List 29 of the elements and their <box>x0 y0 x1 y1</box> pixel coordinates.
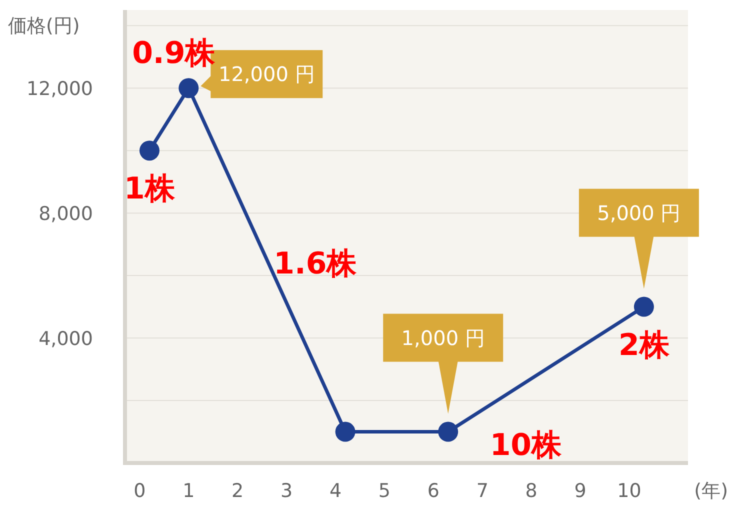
x-tick-label: 3 <box>280 480 293 502</box>
data-label: 5,000 円 <box>597 200 681 225</box>
point <box>139 140 160 161</box>
point <box>438 422 458 442</box>
data-label: 1,000 円 <box>401 326 485 350</box>
annotation: 1.6株 <box>274 246 358 282</box>
point <box>634 296 654 317</box>
y-tick-label: 12,000 <box>26 78 93 100</box>
x-axis-title: (年) <box>694 480 728 502</box>
y-axis-title: 価格(円) <box>8 15 80 37</box>
annotation: 2株 <box>618 328 670 363</box>
point <box>178 78 199 98</box>
x-tick-label: 2 <box>232 480 244 502</box>
x-tick-label: 4 <box>329 480 342 502</box>
x-tick-label: 5 <box>378 480 391 502</box>
x-tick-label: 10 <box>617 480 642 502</box>
y-tick-label: 8,000 <box>38 203 93 226</box>
annotation: 10株 <box>490 428 563 464</box>
x-tick-label: 6 <box>427 480 440 502</box>
annotation: 0.9株 <box>132 36 216 72</box>
x-tick-label: 0 <box>134 480 146 502</box>
point <box>335 422 356 442</box>
y-tick-label: 4,000 <box>38 328 93 350</box>
data-label: 12,000 円 <box>218 62 315 86</box>
x-tick-label: 8 <box>525 480 538 502</box>
annotation: 1株 <box>124 172 176 207</box>
x-tick-label: 1 <box>182 480 195 502</box>
x-tick-label: 9 <box>574 480 586 502</box>
x-tick-label: 7 <box>476 480 488 502</box>
